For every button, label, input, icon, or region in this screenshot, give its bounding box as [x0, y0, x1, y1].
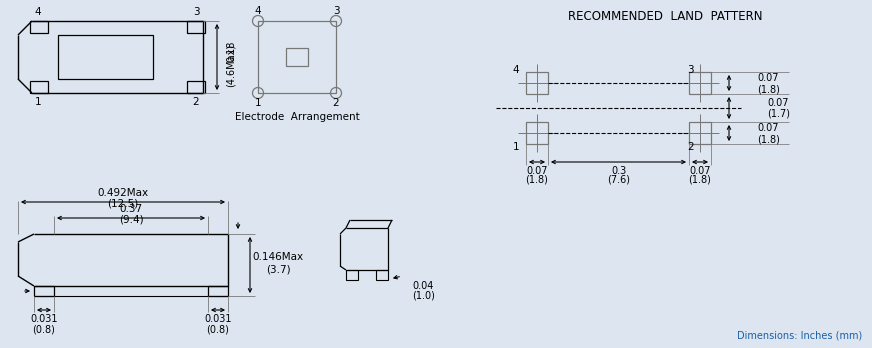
Text: (0.8): (0.8): [32, 324, 56, 334]
Text: 0.37: 0.37: [119, 204, 142, 214]
Text: 1: 1: [255, 98, 262, 108]
Text: Dimensions: Inches (mm): Dimensions: Inches (mm): [737, 330, 862, 340]
Text: 0.492Max: 0.492Max: [98, 188, 148, 198]
Text: 2: 2: [687, 142, 693, 152]
Text: (7.6): (7.6): [607, 175, 630, 185]
Text: (1.8): (1.8): [526, 175, 548, 185]
Bar: [34, 286, 54, 296]
Bar: [346, 270, 358, 280]
Text: 0.031: 0.031: [204, 314, 232, 324]
Text: 0.18: 0.18: [226, 40, 236, 62]
Text: 0.07: 0.07: [757, 123, 779, 133]
Text: 0.146Max: 0.146Max: [252, 252, 303, 262]
Bar: [187, 81, 205, 93]
Text: Electrode  Arrangement: Electrode Arrangement: [235, 112, 359, 122]
Text: 4: 4: [35, 7, 41, 17]
Text: (3.7): (3.7): [266, 264, 290, 274]
Text: (0.8): (0.8): [207, 324, 229, 334]
Text: (1.7): (1.7): [767, 109, 790, 119]
Text: (9.4): (9.4): [119, 214, 143, 224]
Text: (1.8): (1.8): [757, 134, 780, 144]
Text: 3: 3: [193, 7, 200, 17]
Bar: [30, 21, 48, 33]
Text: (1.0): (1.0): [412, 291, 435, 301]
Bar: [526, 72, 548, 94]
Text: 2: 2: [333, 98, 339, 108]
Text: 0.07: 0.07: [767, 98, 788, 108]
Text: 0.07: 0.07: [757, 73, 779, 83]
Text: RECOMMENDED  LAND  PATTERN: RECOMMENDED LAND PATTERN: [568, 9, 762, 23]
Text: 0.07: 0.07: [689, 166, 711, 176]
Bar: [258, 21, 336, 93]
Text: 4: 4: [513, 65, 519, 75]
Bar: [689, 72, 711, 94]
Bar: [30, 81, 48, 93]
Text: 0.031: 0.031: [31, 314, 58, 324]
Text: 1: 1: [35, 97, 41, 107]
Bar: [376, 270, 388, 280]
Text: (4.6Max): (4.6Max): [226, 44, 236, 87]
Text: 0.07: 0.07: [526, 166, 548, 176]
Bar: [187, 21, 205, 33]
Bar: [526, 122, 548, 144]
Text: 1: 1: [513, 142, 519, 152]
Bar: [689, 122, 711, 144]
Bar: [58, 35, 153, 79]
Text: 0.04: 0.04: [412, 281, 433, 291]
Bar: [286, 48, 308, 66]
Text: 3: 3: [687, 65, 693, 75]
Text: 4: 4: [255, 6, 262, 16]
Bar: [208, 286, 228, 296]
Text: 3: 3: [333, 6, 339, 16]
Text: (12.5): (12.5): [107, 198, 139, 208]
Text: 0.3: 0.3: [611, 166, 626, 176]
Text: 2: 2: [193, 97, 200, 107]
Text: (1.8): (1.8): [689, 175, 712, 185]
Text: (1.8): (1.8): [757, 84, 780, 94]
